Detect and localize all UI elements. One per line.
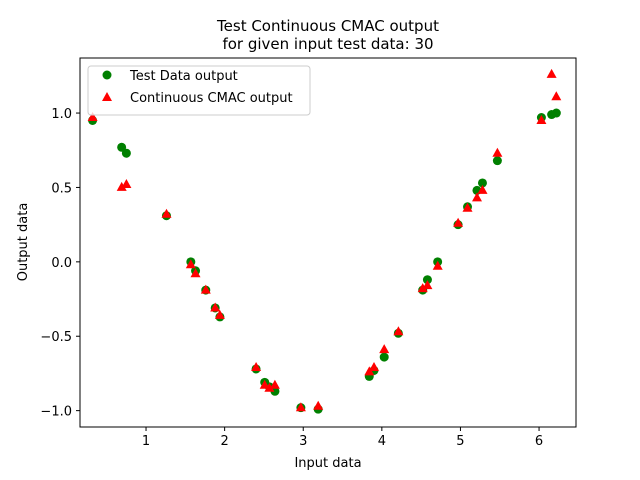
test-data-point <box>121 148 131 158</box>
cmac-output-point <box>87 112 98 121</box>
x-tick-label: 4 <box>378 434 386 449</box>
axis-ticks: 1 2 3 4 5 6 −1.0 −0.5 0.0 0.5 1.0 <box>40 107 543 449</box>
chart-title-line2: for given input test data: 30 <box>222 35 433 53</box>
cmac-output-point <box>295 402 306 412</box>
cmac-output-point <box>161 208 172 218</box>
test-data-point <box>551 108 561 118</box>
y-tick-label: −0.5 <box>40 330 72 345</box>
x-tick-label: 3 <box>299 434 307 449</box>
cmac-output-point <box>185 259 196 269</box>
legend-marker-test-data <box>102 70 112 80</box>
cmac-output-point <box>121 179 132 188</box>
cmac-output-point <box>379 344 390 354</box>
test-data-point <box>379 352 389 362</box>
plot-frame <box>79 57 577 428</box>
cmac-output-point <box>492 147 503 157</box>
cmac-output-point <box>264 382 275 392</box>
cmac-output-point <box>214 309 225 319</box>
cmac-output-point <box>251 362 262 371</box>
x-tick-label: 6 <box>535 434 543 449</box>
cmac-output-point <box>477 184 488 194</box>
cmac-output-point <box>393 326 404 336</box>
test-data-point <box>422 275 432 285</box>
legend-box <box>87 65 311 116</box>
cmac-output-point <box>200 284 211 294</box>
x-tick-label: 1 <box>142 434 150 449</box>
legend-marker-cmac <box>102 92 112 101</box>
test-data-point <box>477 178 487 188</box>
y-tick-label: 1.0 <box>51 107 72 122</box>
cmac-output-point <box>462 202 473 212</box>
cmac-output-point <box>269 379 280 389</box>
cmac-output-point <box>210 302 221 312</box>
chart-title-line1: Test Continuous CMAC output <box>216 17 439 35</box>
cmac-output-point <box>432 260 443 270</box>
x-tick-label: 2 <box>220 434 228 449</box>
cmac-output-point <box>453 217 464 227</box>
y-tick-label: 0.5 <box>51 181 72 196</box>
x-tick-label: 5 <box>456 434 464 449</box>
y-axis-label: Output data <box>16 203 31 282</box>
y-tick-label: −1.0 <box>40 405 72 420</box>
cmac-output-point <box>190 268 201 278</box>
x-axis-label: Input data <box>294 456 361 471</box>
cmac-output-point <box>259 379 270 389</box>
legend-label-test-data: Test Data output <box>129 69 238 84</box>
cmac-output-point <box>422 280 433 290</box>
y-tick-label: 0.0 <box>51 256 72 271</box>
cmac-output-point <box>472 192 482 202</box>
cmac-output-point <box>369 362 379 371</box>
legend: Test Data output Continuous CMAC output <box>87 65 311 116</box>
cmac-output-point <box>551 91 562 101</box>
data-markers <box>87 68 562 414</box>
legend-label-cmac: Continuous CMAC output <box>130 91 293 106</box>
cmac-output-point <box>546 68 557 78</box>
cmac-output-point <box>536 115 547 124</box>
cmac-output-point <box>417 283 428 293</box>
cmac-output-point <box>116 181 127 191</box>
test-data-point <box>492 156 502 166</box>
cmac-output-point <box>313 400 324 410</box>
